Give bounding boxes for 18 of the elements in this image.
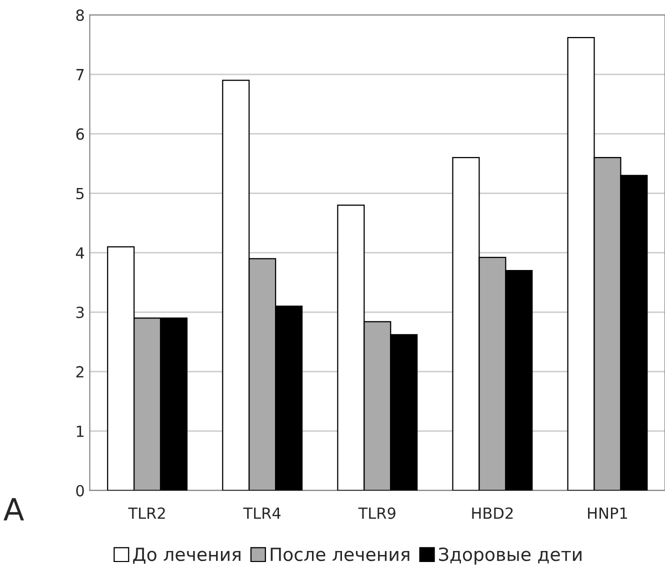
y-tick-label: 4: [76, 247, 84, 259]
legend-label: До лечения: [133, 548, 240, 564]
x-tick-label: TLR2: [128, 507, 165, 519]
legend-label: После лечения: [270, 548, 410, 562]
x-tick-label: TLR4: [243, 508, 281, 519]
y-tick-label: 0: [76, 484, 84, 496]
y-tick-label: 1: [76, 426, 84, 437]
y-tick-label: 6: [76, 128, 84, 140]
y-tick-label: 3: [76, 306, 84, 318]
y-tick-label: 5: [76, 188, 84, 200]
x-tick-label: HNP1: [588, 508, 627, 519]
y-tick-label: 8: [76, 9, 84, 21]
y-tick-label: 7: [76, 69, 84, 80]
x-tick-label: TLR9: [358, 507, 396, 519]
x-tick-label: HBD2: [472, 507, 513, 519]
y-tick-label: 2: [76, 366, 84, 378]
legend-label: Здоровые дети: [439, 547, 582, 565]
text: A: [4, 498, 24, 520]
